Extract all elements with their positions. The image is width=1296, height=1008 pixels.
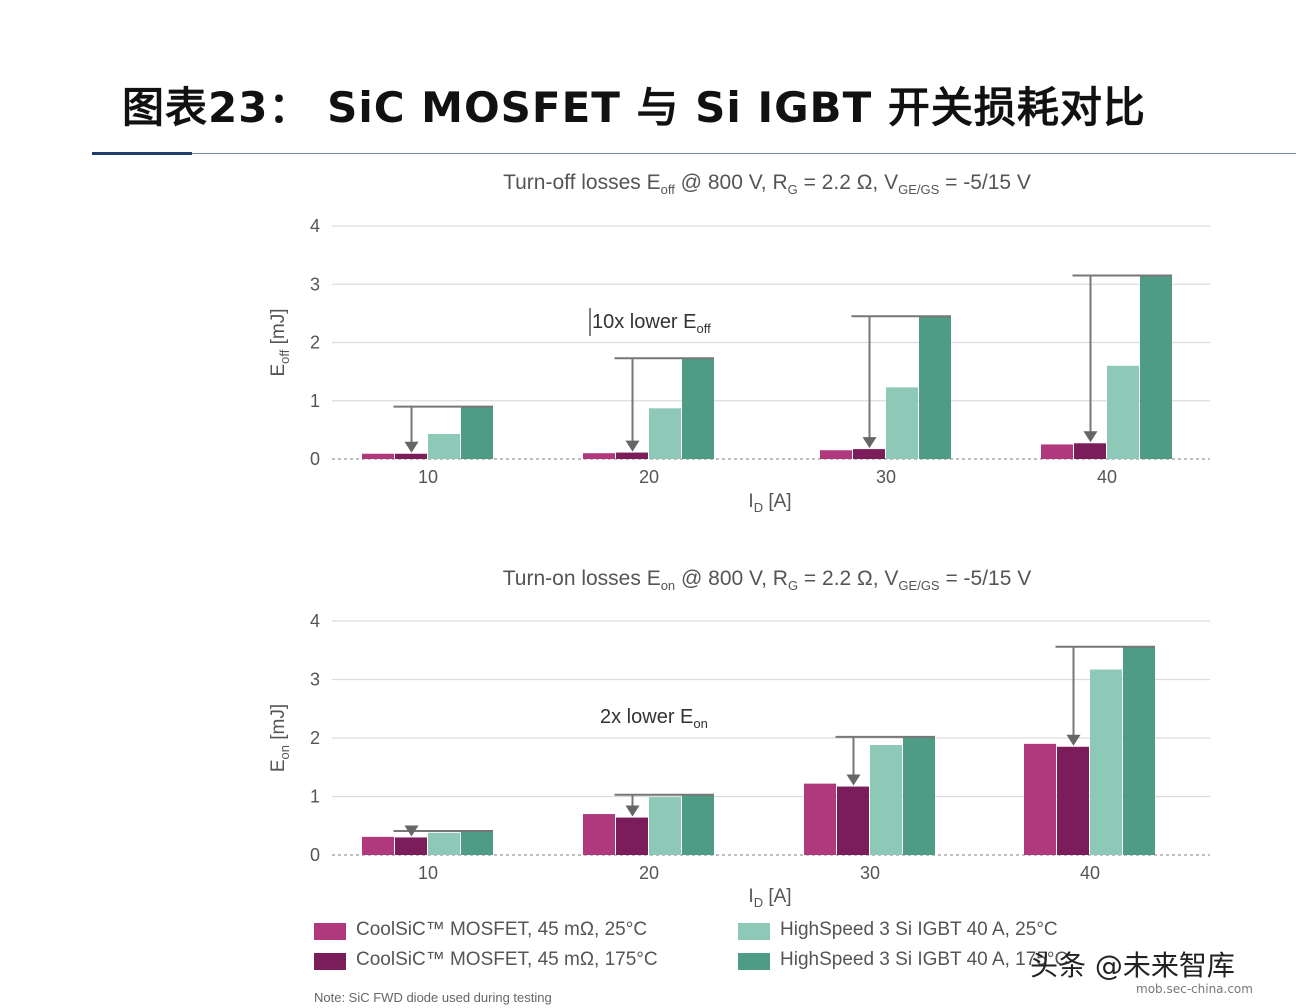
annotation-text: 2x lower Eon — [600, 706, 708, 731]
bar-sic-25 — [820, 450, 852, 459]
bar-igbt-175 — [903, 736, 935, 855]
y-tick-label: 1 — [310, 787, 320, 807]
y-tick-label: 4 — [310, 216, 320, 236]
bar-igbt-175 — [919, 316, 951, 459]
bar-sic-25 — [583, 453, 615, 459]
y-tick-label: 2 — [310, 333, 320, 353]
bar-sic-25 — [1024, 743, 1056, 855]
x-tick-label: 20 — [639, 467, 659, 487]
bar-igbt-25 — [428, 433, 460, 459]
legend-swatch-igbt-25 — [738, 923, 770, 940]
figure-note: Note: SiC FWD diode used during testing — [314, 990, 552, 1005]
x-tick-label: 20 — [639, 863, 659, 883]
y-tick-label: 0 — [310, 845, 320, 865]
bar-sic-175 — [853, 449, 885, 459]
y-tick-label: 3 — [310, 670, 320, 690]
bar-igbt-175 — [682, 794, 714, 855]
reduction-arrow-head — [1066, 734, 1081, 746]
reduction-arrow-head — [1083, 431, 1098, 443]
bar-sic-25 — [1041, 444, 1073, 459]
bar-igbt-175 — [1140, 275, 1172, 459]
bar-igbt-25 — [649, 408, 681, 459]
y-tick-label: 0 — [310, 449, 320, 469]
watermark-url: mob.sec-china.com — [1136, 982, 1253, 996]
bar-sic-25 — [804, 783, 836, 855]
y-tick-label: 1 — [310, 391, 320, 411]
bar-igbt-175 — [1123, 646, 1155, 855]
bar-sic-175 — [616, 817, 648, 855]
bar-igbt-25 — [886, 387, 918, 459]
y-axis-label: Eon [mJ] — [268, 704, 292, 772]
x-tick-label: 30 — [860, 863, 880, 883]
turn-on-chart: Turn-on losses Eon @ 800 V, RG = 2.2 Ω, … — [268, 567, 1210, 910]
title-rule — [192, 153, 1296, 154]
legend-label-igbt-175: HighSpeed 3 Si IGBT 40 A, 175°C — [780, 949, 1069, 970]
x-axis-label: ID [A] — [748, 491, 791, 515]
annotation-text: 10x lower Eoff — [592, 311, 711, 336]
bar-igbt-25 — [649, 797, 681, 855]
bar-sic-175 — [1057, 746, 1089, 855]
bar-sic-175 — [395, 453, 427, 459]
reduction-arrow-head — [404, 825, 419, 837]
bar-sic-175 — [837, 786, 869, 855]
bar-sic-175 — [616, 452, 648, 459]
legend-label-sic-175: CoolSiC™ MOSFET, 45 mΩ, 175°C — [356, 949, 658, 970]
reduction-arrow-head — [625, 440, 640, 452]
legend-label-igbt-25: HighSpeed 3 Si IGBT 40 A, 25°C — [780, 919, 1058, 940]
reduction-arrow-head — [404, 441, 419, 453]
bar-sic-175 — [1074, 443, 1106, 459]
bar-igbt-175 — [461, 831, 493, 855]
x-tick-label: 30 — [876, 467, 896, 487]
turn-off-chart: Turn-off losses Eoff @ 800 V, RG = 2.2 Ω… — [268, 171, 1210, 515]
bar-igbt-25 — [1107, 365, 1139, 459]
y-axis-label: Eoff [mJ] — [268, 308, 292, 376]
x-tick-label: 10 — [418, 467, 438, 487]
bar-igbt-25 — [870, 745, 902, 855]
title-rule-accent — [92, 152, 192, 155]
bar-sic-25 — [362, 453, 394, 459]
legend-swatch-sic-175 — [314, 953, 346, 970]
bar-sic-25 — [583, 814, 615, 855]
chart-title: Turn-off losses Eoff @ 800 V, RG = 2.2 Ω… — [503, 171, 1031, 197]
bar-igbt-25 — [1090, 669, 1122, 855]
y-tick-label: 2 — [310, 728, 320, 748]
bar-igbt-175 — [682, 358, 714, 459]
bar-sic-25 — [362, 836, 394, 855]
chart-title: Turn-on losses Eon @ 800 V, RG = 2.2 Ω, … — [503, 567, 1032, 593]
y-tick-label: 4 — [310, 611, 320, 631]
x-tick-label: 40 — [1080, 863, 1100, 883]
bar-igbt-175 — [461, 406, 493, 459]
x-tick-label: 10 — [418, 863, 438, 883]
y-tick-label: 3 — [310, 274, 320, 294]
figure-title: 图表23： SiC MOSFET 与 Si IGBT 开关损耗对比 — [122, 83, 1146, 132]
legend-swatch-sic-25 — [314, 923, 346, 940]
reduction-arrow-head — [862, 437, 877, 449]
reduction-arrow-head — [625, 805, 640, 817]
bar-sic-175 — [395, 837, 427, 855]
legend-swatch-igbt-175 — [738, 953, 770, 970]
reduction-arrow-head — [846, 774, 861, 786]
legend-label-sic-25: CoolSiC™ MOSFET, 45 mΩ, 25°C — [356, 919, 648, 940]
watermark: 头条 @未来智库 — [1030, 949, 1235, 982]
x-axis-label: ID [A] — [748, 886, 791, 910]
bar-igbt-25 — [428, 832, 460, 855]
x-tick-label: 40 — [1097, 467, 1117, 487]
